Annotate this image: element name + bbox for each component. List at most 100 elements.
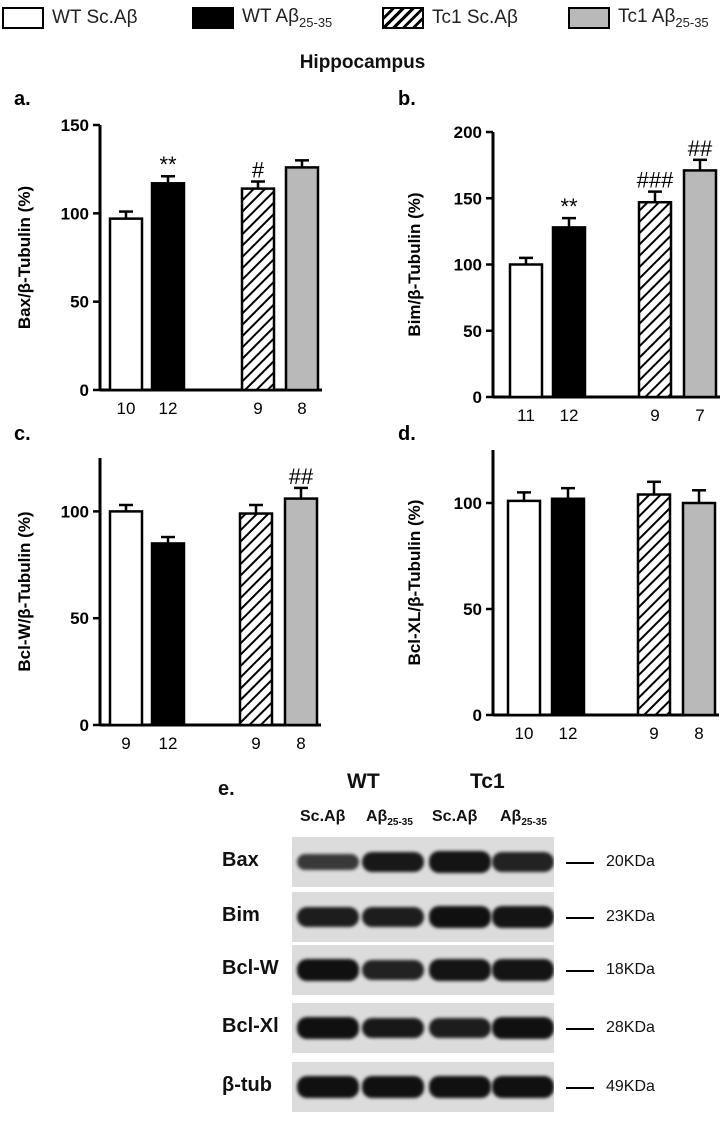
figure-title: Hippocampus <box>299 52 426 73</box>
panel-label: e. <box>218 778 235 800</box>
legend-label: WT Aβ25-35 <box>242 6 333 30</box>
sample-size-label: 8 <box>297 399 306 418</box>
y-tick-label: 150 <box>61 116 89 135</box>
bar <box>508 263 544 399</box>
legend-swatch-white <box>2 7 44 29</box>
protein-band <box>362 1017 424 1039</box>
protein-band <box>297 1017 359 1039</box>
blot-strip <box>292 837 554 887</box>
sample-size-label: 9 <box>253 399 262 418</box>
sample-size-label: 9 <box>121 734 130 753</box>
protein-band <box>492 959 554 981</box>
y-tick-label: 50 <box>70 609 89 628</box>
protein-band <box>297 906 359 928</box>
significance-label: # <box>252 158 265 183</box>
legend-swatch-hatch <box>382 7 424 29</box>
blot-strip <box>292 892 554 942</box>
significance-label: ## <box>289 464 314 489</box>
protein-band <box>362 906 424 928</box>
blot-row-label: Bim <box>222 904 260 926</box>
blot-strip <box>292 1062 554 1112</box>
legend-item-wt-abeta: WT Aβ25-35 <box>192 6 332 30</box>
sample-size-label: 8 <box>296 734 305 753</box>
sample-size-label: 9 <box>650 406 659 425</box>
group-header: Tc1 <box>470 770 505 793</box>
protein-band <box>492 852 554 872</box>
y-tick-label: 0 <box>473 706 482 725</box>
sample-size-label: 12 <box>559 724 578 743</box>
y-axis-label: Bcl-W/β-Tubulin (%) <box>15 511 34 671</box>
marker-line <box>566 1087 594 1089</box>
chart-panel-1: a. 0 50 100 150 Bax/β-Tubulin (%) 10 ** 12 #9 8 <box>14 88 322 418</box>
sample-size-label: 9 <box>649 724 658 743</box>
bar <box>284 166 320 392</box>
molecular-weight-label: 49KDa <box>606 1078 655 1095</box>
sample-size-label: 12 <box>159 399 178 418</box>
protein-band <box>429 1076 491 1098</box>
lane-header: Sc.Aβ <box>300 808 346 825</box>
sample-size-label: 12 <box>159 734 178 753</box>
bar <box>551 226 587 399</box>
y-tick-label: 50 <box>70 293 89 312</box>
protein-band <box>297 1076 359 1098</box>
protein-band <box>297 959 359 981</box>
lane-header: Sc.Aβ <box>432 808 478 825</box>
blot-row-label: Bcl-W <box>222 957 279 979</box>
protein-band <box>362 960 424 980</box>
protein-band <box>492 1017 554 1039</box>
molecular-weight-label: 23KDa <box>606 908 655 925</box>
legend: WT Sc.Aβ WT Aβ25-35 Tc1 Sc.Aβ Tc1 Aβ25-3… <box>0 0 725 36</box>
significance-label: ** <box>560 194 578 219</box>
blot-strip <box>292 1003 554 1053</box>
legend-label: Tc1 Aβ25-35 <box>618 6 709 30</box>
y-tick-label: 100 <box>454 494 482 513</box>
protein-band <box>362 851 424 873</box>
molecular-weight-label: 18KDa <box>606 961 655 978</box>
marker-line <box>566 1028 594 1030</box>
sample-size-label: 9 <box>251 734 260 753</box>
bar <box>150 542 186 727</box>
sample-size-label: 8 <box>694 724 703 743</box>
y-tick-label: 50 <box>463 600 482 619</box>
bar <box>681 501 717 717</box>
panel-label: c. <box>14 423 31 445</box>
bar <box>637 200 673 399</box>
significance-label: ### <box>637 168 674 193</box>
molecular-weight-label: 20KDa <box>606 853 655 870</box>
significance-label: ** <box>159 152 177 177</box>
lane-header: Aβ25-35 <box>500 808 547 829</box>
legend-swatch-black <box>192 7 234 29</box>
panel-label: d. <box>398 423 416 445</box>
blot-row-label: Bcl-Xl <box>222 1015 279 1037</box>
marker-line <box>566 917 594 919</box>
y-tick-label: 150 <box>454 189 482 208</box>
blot-strip <box>292 945 554 995</box>
lane-header: Aβ25-35 <box>366 808 413 829</box>
marker-line <box>566 970 594 972</box>
blot-row-label: β-tub <box>222 1074 272 1096</box>
group-header: WT <box>347 770 380 793</box>
legend-swatch-gray <box>568 7 610 29</box>
y-tick-label: 0 <box>473 388 482 407</box>
sample-size-label: 10 <box>117 399 136 418</box>
bar <box>636 493 672 717</box>
y-tick-label: 100 <box>61 204 89 223</box>
y-axis-label: Bim/β-Tubulin (%) <box>405 192 424 336</box>
protein-band <box>297 853 359 871</box>
y-tick-label: 0 <box>80 381 89 400</box>
y-tick-label: 200 <box>454 123 482 142</box>
y-tick-label: 100 <box>454 256 482 275</box>
bar <box>240 187 276 392</box>
marker-line <box>566 862 594 864</box>
chart-panel-3: c. 0 50 100 Bcl-W/β-Tubulin (%) 9 12 9 ## 8 <box>14 423 321 753</box>
sample-size-label: 7 <box>695 406 704 425</box>
protein-band <box>492 906 554 928</box>
panel-label: b. <box>398 88 416 110</box>
protein-band <box>429 1017 491 1039</box>
y-axis-label: Bcl-XL/β-Tubulin (%) <box>405 500 424 666</box>
sample-size-label: 10 <box>515 724 534 743</box>
legend-item-tc1-abeta: Tc1 Aβ25-35 <box>568 6 709 30</box>
legend-label: WT Sc.Aβ <box>52 7 138 28</box>
